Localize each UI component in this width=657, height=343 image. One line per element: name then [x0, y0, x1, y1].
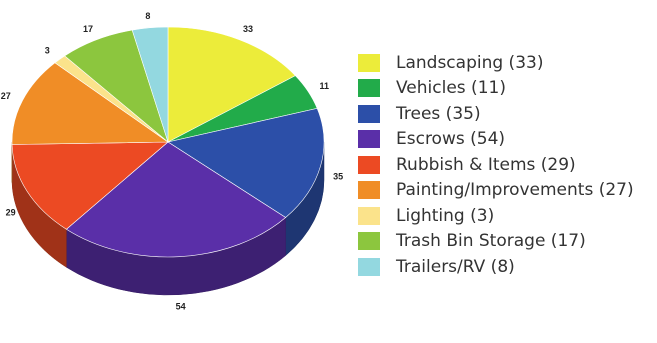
legend-item: Trailers/RV (8) [358, 254, 634, 280]
legend-label: Landscaping (33) [396, 52, 544, 73]
data-label-3: 54 [176, 302, 186, 312]
data-label-2: 35 [333, 171, 343, 181]
legend-item: Lighting (3) [358, 203, 634, 229]
legend-label: Escrows (54) [396, 129, 506, 150]
legend-swatch [358, 53, 380, 72]
legend-label: Trees (35) [396, 103, 481, 124]
legend-swatch [358, 232, 380, 251]
legend-swatch [358, 206, 380, 225]
pie-slice-0 [167, 26, 296, 143]
legend-swatch [358, 155, 380, 174]
legend-label: Trash Bin Storage (17) [396, 231, 586, 252]
legend-item: Vehicles (11) [358, 76, 634, 102]
legend-label: Lighting (3) [396, 205, 495, 226]
legend-item: Trees (35) [358, 101, 634, 127]
pie-slice-2 [167, 108, 325, 218]
chart-legend: Landscaping (33) Vehicles (11) Trees (35) E… [358, 50, 634, 280]
data-label-4: 29 [6, 208, 16, 218]
legend-item: Landscaping (33) [358, 50, 634, 76]
legend-item: Rubbish & Items (29) [358, 152, 634, 178]
data-label-8: 8 [145, 11, 150, 21]
legend-label: Painting/Improvements (27) [396, 180, 634, 201]
pie-slice-3 [65, 141, 287, 258]
legend-label: Trailers/RV (8) [396, 256, 515, 277]
legend-label: Rubbish & Items (29) [396, 154, 576, 175]
legend-swatch [358, 79, 380, 98]
legend-swatch [358, 257, 380, 276]
data-label-6: 3 [45, 46, 50, 56]
data-label-1: 11 [319, 81, 329, 91]
legend-swatch [358, 181, 380, 200]
pie-slice-8 [131, 26, 169, 143]
legend-swatch [358, 130, 380, 149]
data-label-0: 33 [243, 24, 253, 34]
data-label-7: 17 [83, 24, 93, 34]
legend-item: Painting/Improvements (27) [358, 178, 634, 204]
legend-swatch [358, 104, 380, 123]
pie-slice-4 [11, 141, 169, 230]
pie-slices [11, 26, 325, 258]
legend-label: Vehicles (11) [396, 78, 506, 99]
pie-data-labels: 33 11 35 54 29 27 3 17 8 [1, 11, 343, 312]
pie-chart: 33 11 35 54 29 27 3 17 8 [1, 11, 343, 312]
data-label-5: 27 [1, 91, 11, 101]
legend-item: Trash Bin Storage (17) [358, 229, 634, 255]
legend-item: Escrows (54) [358, 127, 634, 153]
pie-slice-5 [11, 62, 169, 145]
